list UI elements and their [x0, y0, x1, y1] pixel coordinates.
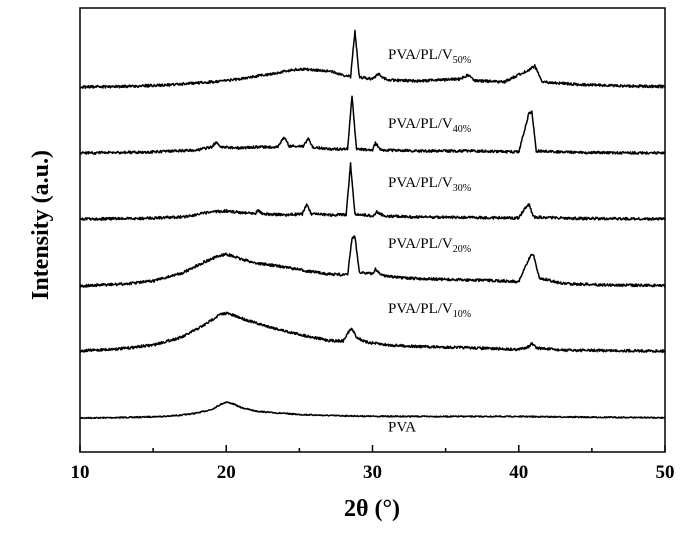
traces-group [79, 29, 666, 420]
x-axis-title: 2θ (°) [344, 496, 400, 522]
trace-pva-pl-v20- [79, 235, 666, 288]
trace-pva [79, 401, 666, 420]
trace-pva-pl-v50- [79, 29, 666, 89]
x-tick-label-30: 30 [363, 462, 382, 483]
x-tick-label-10: 10 [71, 462, 90, 483]
x-tick-label-50: 50 [656, 462, 675, 483]
series-label-pva-pl-v20-: PVA/PL/V20% [388, 236, 471, 255]
series-label-pva-pl-v50-: PVA/PL/V50% [388, 47, 471, 66]
trace-pva-pl-v10- [79, 311, 666, 353]
x-tick-label-20: 20 [217, 462, 236, 483]
plot-frame [79, 7, 666, 453]
x-tick-label-40: 40 [509, 462, 528, 483]
series-label-pva: PVA [388, 419, 416, 435]
trace-pva-pl-v30- [79, 162, 666, 221]
y-axis-title: Intensity (a.u.) [28, 150, 54, 300]
series-label-pva-pl-v40-: PVA/PL/V40% [388, 116, 471, 135]
series-label-pva-pl-v30-: PVA/PL/V30% [388, 175, 471, 194]
trace-pva-pl-v40- [79, 95, 666, 155]
series-label-pva-pl-v10-: PVA/PL/V10% [388, 301, 471, 320]
x-axis-ticks: 10 20 30 40 50 [71, 445, 675, 483]
series-labels-group: PVA PVA/PL/V10% PVA/PL/V20% PVA/PL/V30% PVA/… [388, 47, 471, 435]
